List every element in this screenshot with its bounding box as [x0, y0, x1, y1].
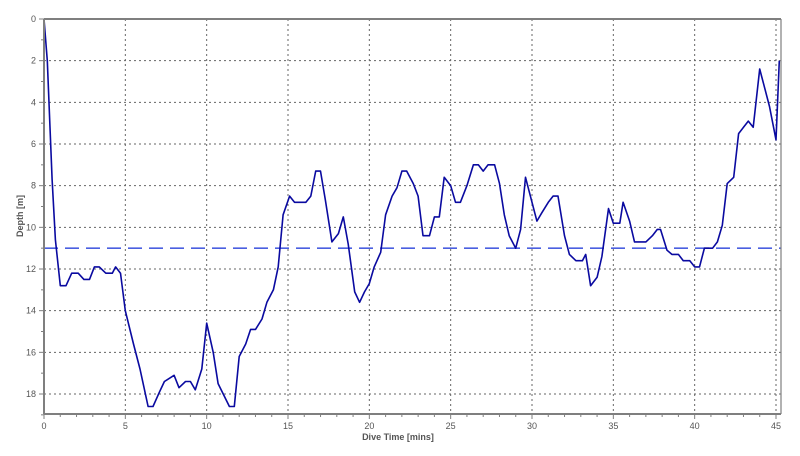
x-tick-label: 20: [364, 421, 374, 431]
y-tick-label: 16: [26, 347, 36, 357]
plot-frame: [43, 18, 782, 415]
y-tick-label: 18: [26, 389, 36, 399]
y-tick-label: 8: [31, 181, 36, 191]
x-axis-title: Dive Time [mins]: [362, 432, 434, 442]
x-tick-label: 40: [690, 421, 700, 431]
x-tick-label: 15: [283, 421, 293, 431]
x-tick-label: 5: [123, 421, 128, 431]
x-tick-label: 10: [202, 421, 212, 431]
y-tick-label: 10: [26, 222, 36, 232]
y-tick-label: 4: [31, 97, 36, 107]
x-tick-label: 30: [527, 421, 537, 431]
depth-profile-series: [43, 18, 781, 408]
x-tick-label: 0: [41, 421, 46, 431]
x-axis-tick-labels: 0 5 10 15 20 25 30 35 40 45: [41, 421, 781, 431]
grid-lines: [44, 19, 781, 414]
x-tick-label: 45: [771, 421, 781, 431]
y-tick-label: 2: [31, 56, 36, 66]
x-tick-label: 35: [608, 421, 618, 431]
y-axis-title: Depth [m]: [15, 195, 25, 237]
y-tick-label: 14: [26, 306, 36, 316]
y-tick-label: 12: [26, 264, 36, 274]
x-tick-label: 25: [446, 421, 456, 431]
y-tick-label: 6: [31, 139, 36, 149]
minor-ticks: [39, 18, 777, 419]
y-axis-tick-labels: 0 2 4 6 8 10 12 14 16 18: [26, 14, 36, 399]
y-tick-label: 0: [31, 14, 36, 24]
depth-line: [43, 18, 781, 408]
